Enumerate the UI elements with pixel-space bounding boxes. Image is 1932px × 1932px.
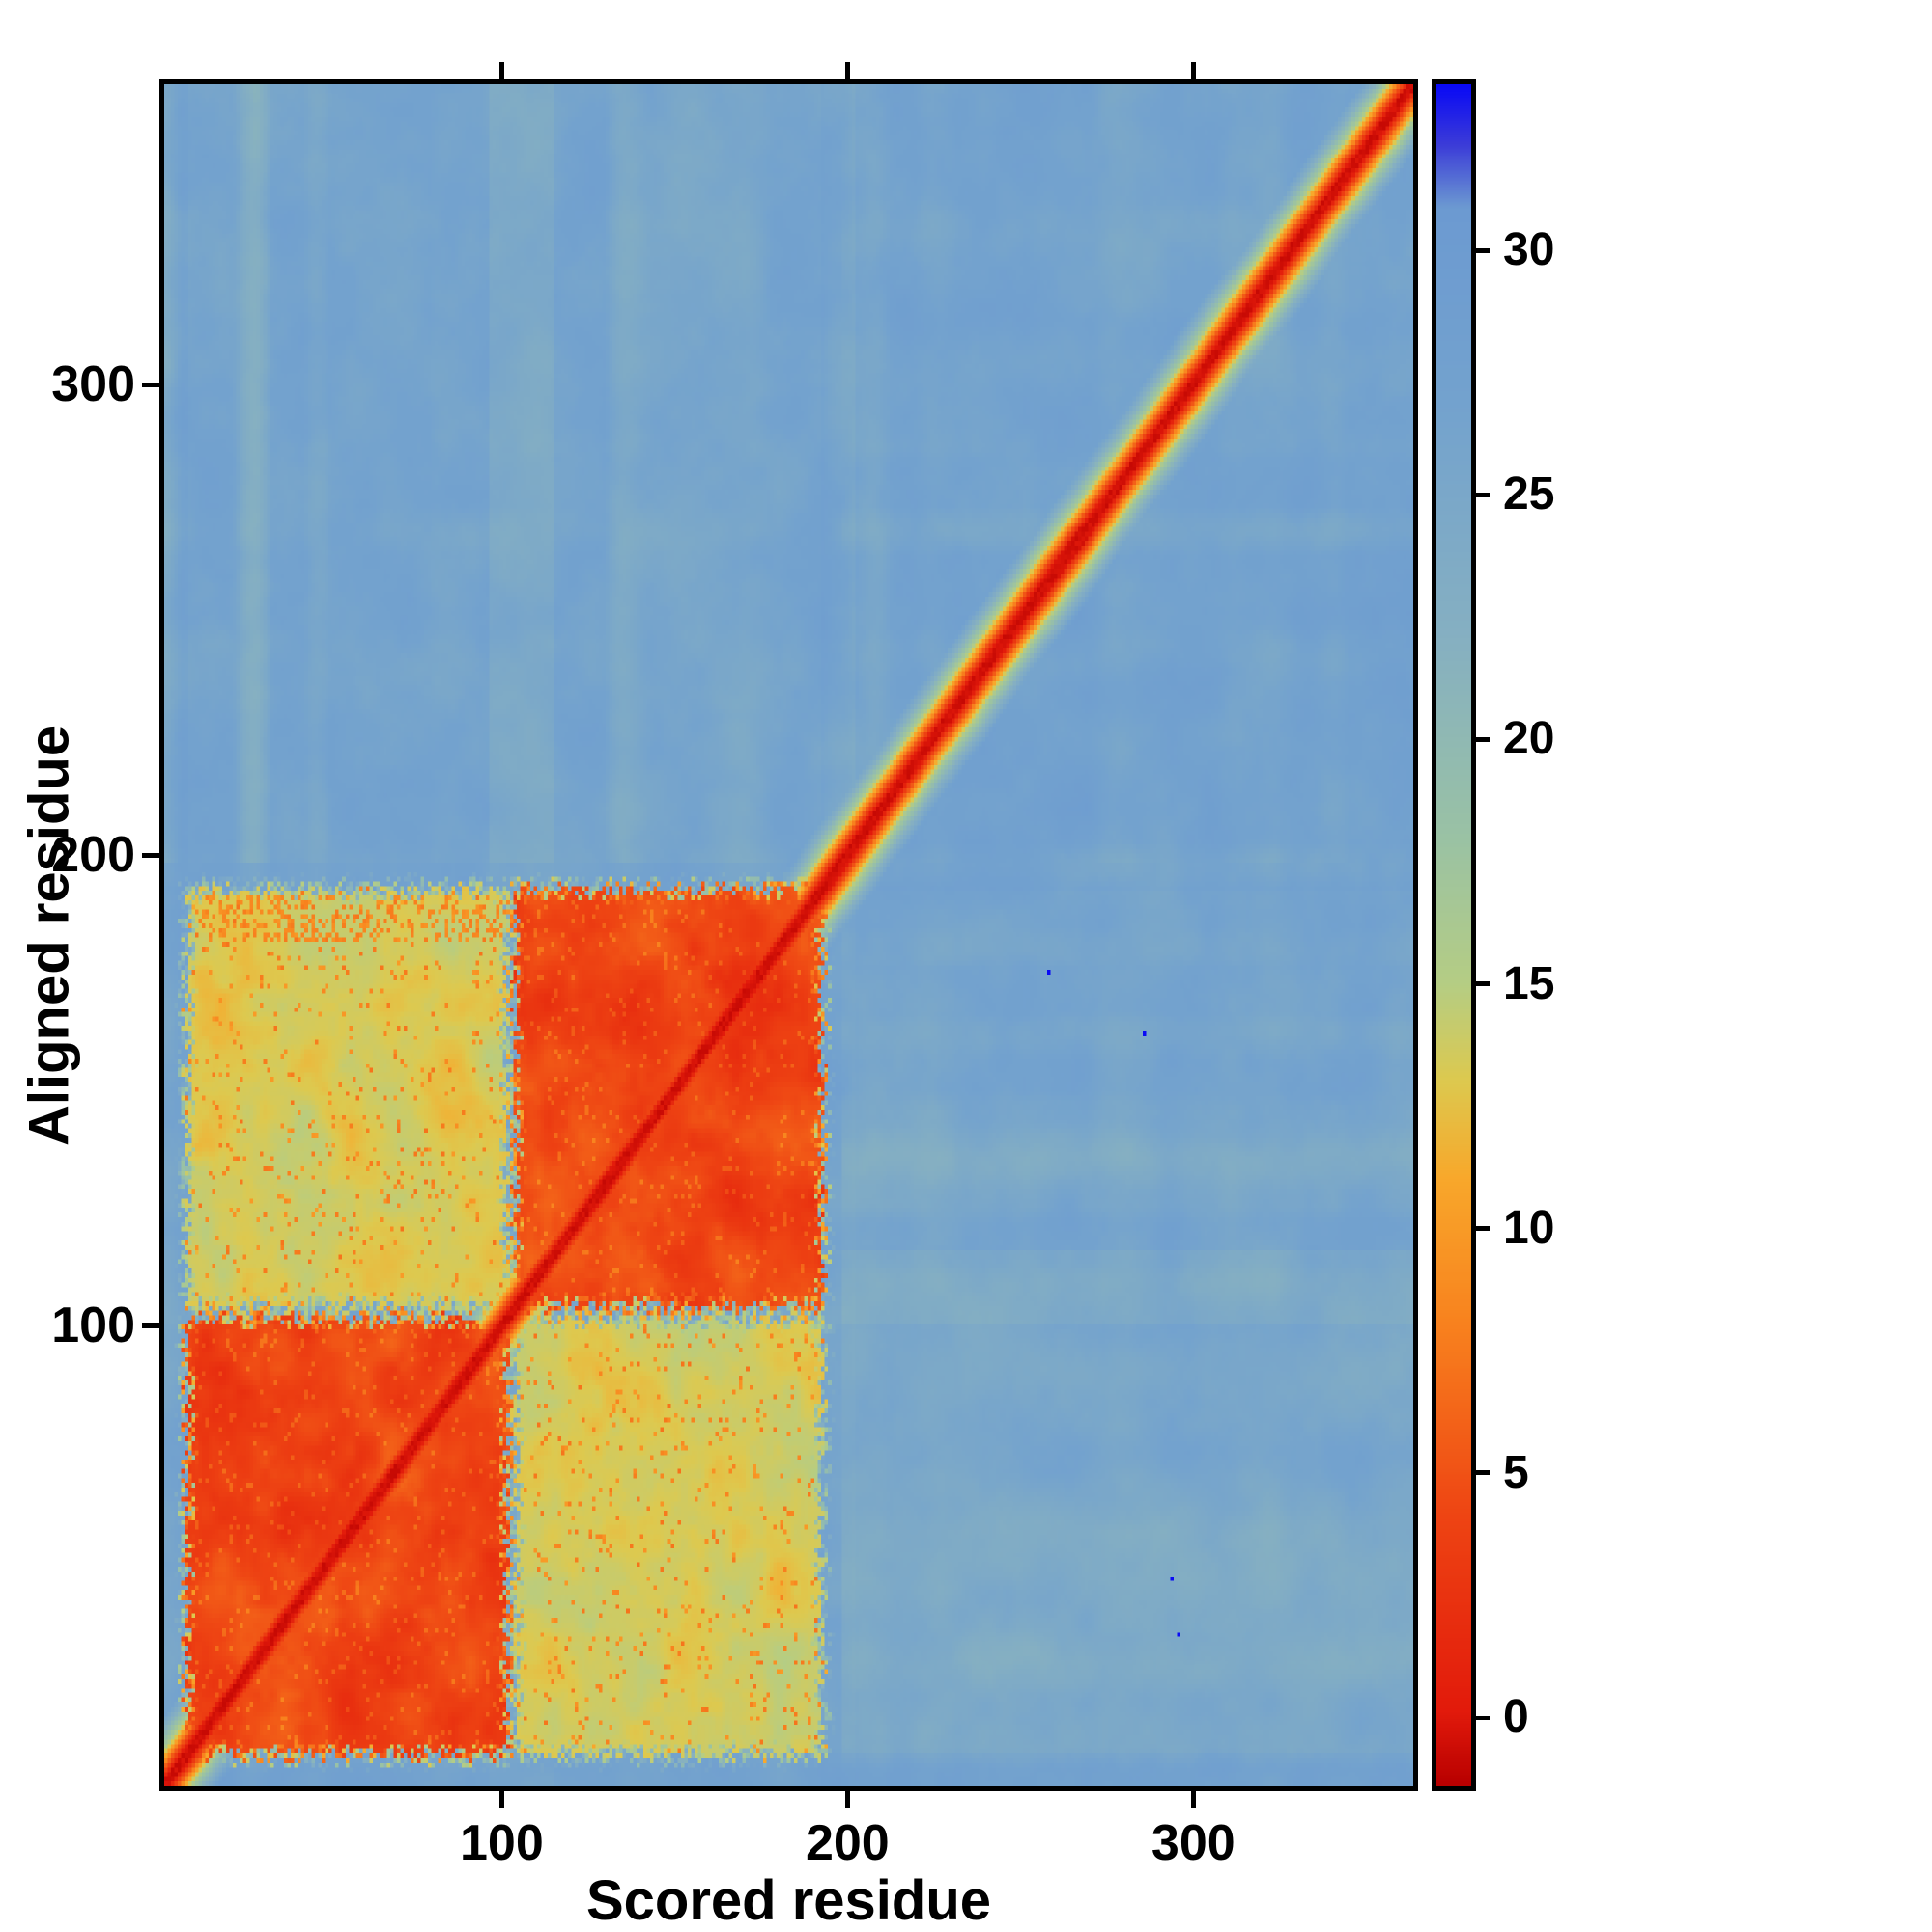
x-tick-label-200: 200 [805, 1815, 890, 1871]
x-top-tick-mark-100 [498, 62, 504, 79]
colorbar-tick-mark-30 [1476, 247, 1490, 253]
colorbar-tick-mark-20 [1476, 736, 1490, 742]
colorbar-tick-mark-5 [1476, 1470, 1490, 1476]
y-tick-label-200: 200 [51, 827, 135, 884]
y-tick-mark-300 [142, 382, 159, 387]
x-tick-label-300: 300 [1151, 1815, 1236, 1871]
heatmap-canvas [164, 84, 1413, 1786]
colorbar-tick-label-25: 25 [1503, 469, 1555, 521]
y-tick-mark-200 [142, 852, 159, 858]
colorbar-tick-label-10: 10 [1503, 1202, 1555, 1254]
x-tick-label-100: 100 [459, 1815, 544, 1871]
y-axis-label: Aligned residue [17, 724, 81, 1146]
x-tick-mark-300 [1190, 1791, 1196, 1808]
y-tick-label-300: 300 [51, 356, 135, 413]
colorbar-tick-label-20: 20 [1503, 713, 1555, 765]
heatmap-plot-area [159, 79, 1418, 1791]
colorbar-tick-mark-0 [1476, 1715, 1490, 1720]
colorbar [1432, 79, 1476, 1791]
colorbar-tick-mark-25 [1476, 492, 1490, 497]
x-top-tick-mark-200 [844, 62, 850, 79]
x-tick-mark-100 [498, 1791, 504, 1808]
colorbar-canvas [1436, 84, 1471, 1786]
y-tick-label-100: 100 [51, 1297, 135, 1354]
colorbar-tick-label-0: 0 [1503, 1691, 1529, 1744]
colorbar-tick-label-30: 30 [1503, 224, 1555, 276]
x-top-tick-mark-300 [1190, 62, 1196, 79]
colorbar-tick-mark-10 [1476, 1226, 1490, 1232]
y-tick-mark-100 [142, 1322, 159, 1328]
colorbar-tick-label-5: 5 [1503, 1446, 1529, 1498]
colorbar-tick-label-15: 15 [1503, 957, 1555, 1009]
colorbar-tick-mark-15 [1476, 981, 1490, 987]
x-tick-mark-200 [844, 1791, 850, 1808]
x-axis-label: Scored residue [585, 1869, 992, 1932]
